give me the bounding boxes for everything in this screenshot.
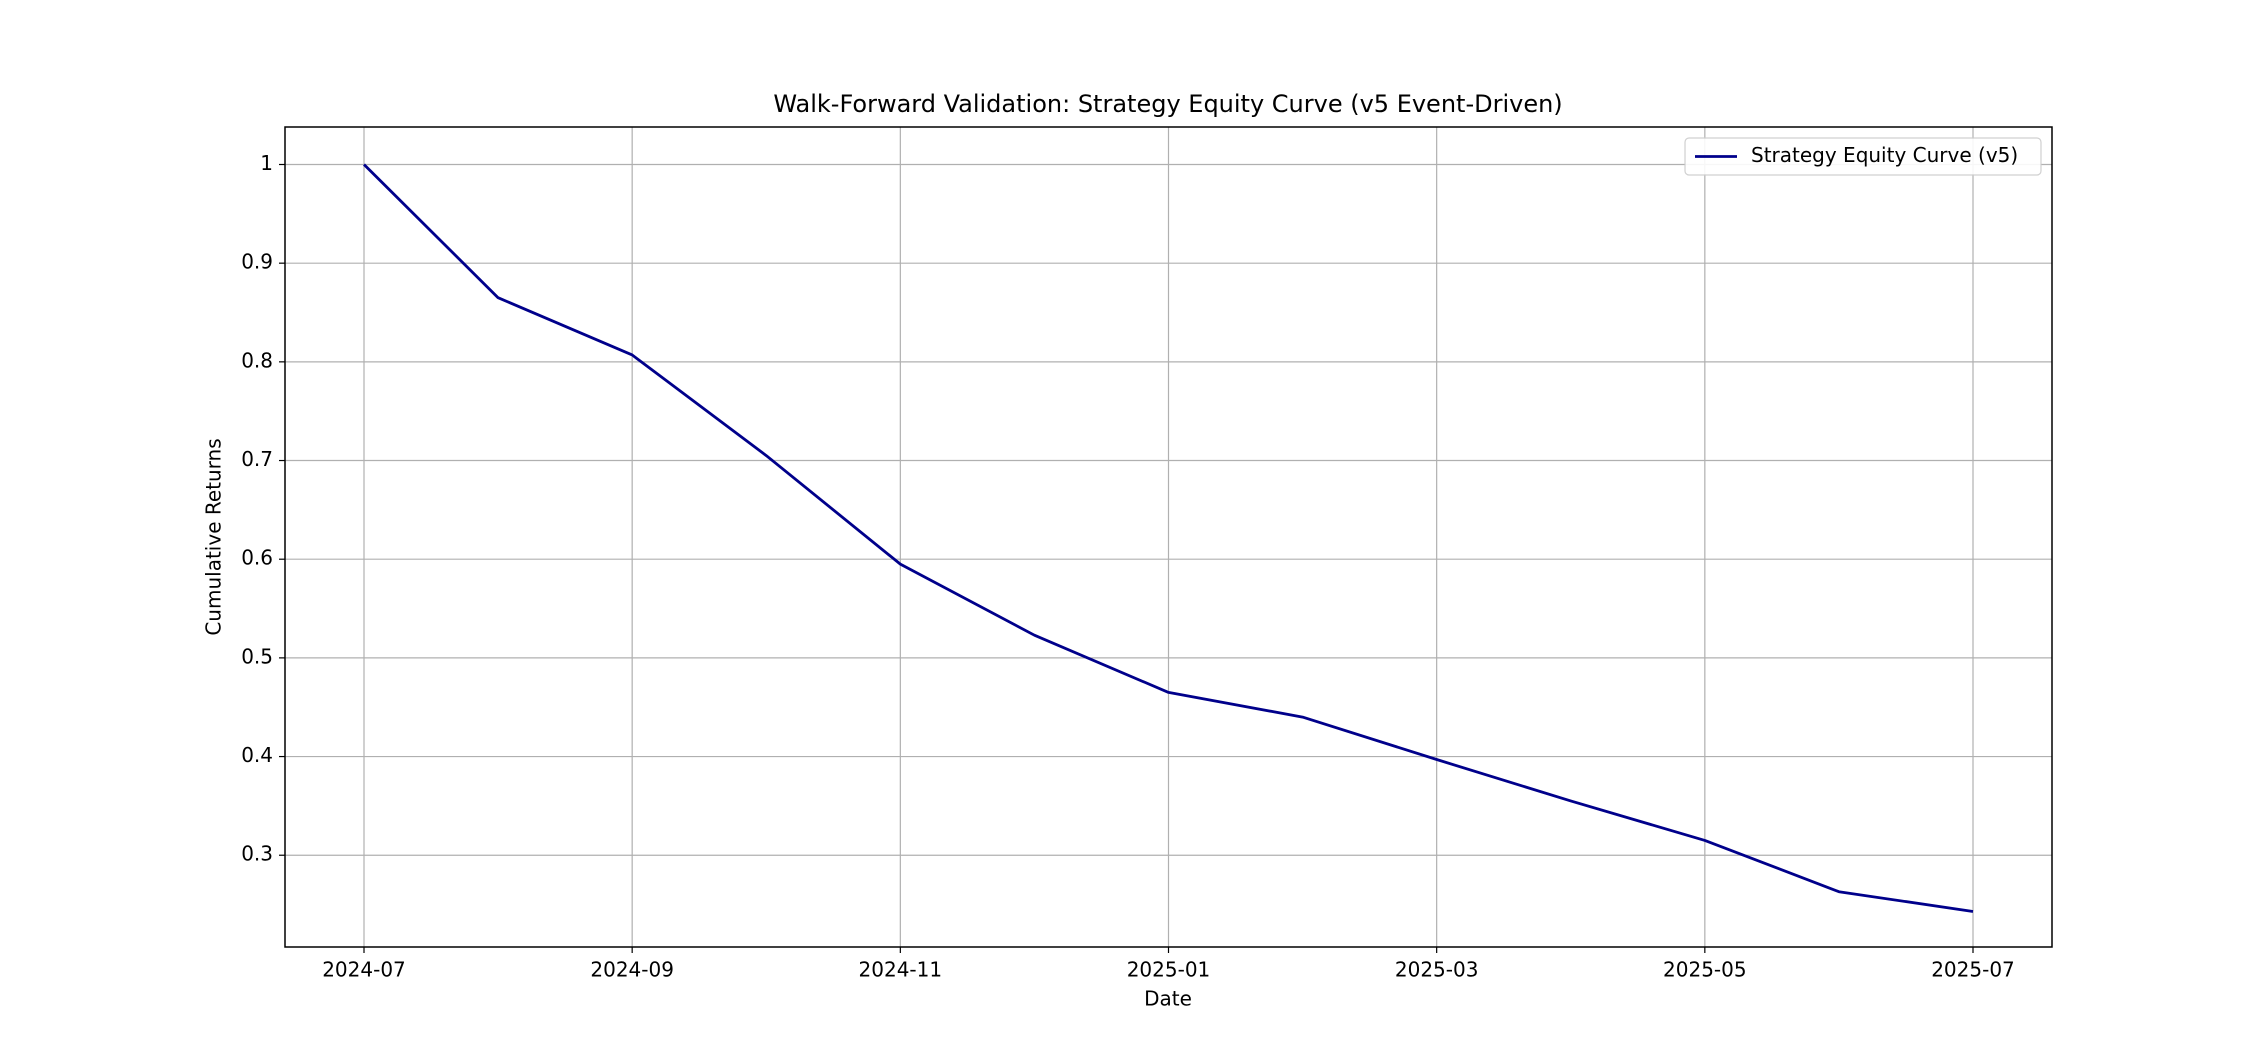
- x-tick-label: 2024-09: [590, 958, 674, 982]
- y-tick-label: 0.5: [241, 644, 273, 668]
- chart-title: Walk-Forward Validation: Strategy Equity…: [773, 90, 1562, 118]
- x-axis-label: Date: [1144, 987, 1192, 1011]
- x-tick-label: 2025-01: [1127, 958, 1211, 982]
- y-tick-label: 0.3: [241, 842, 273, 866]
- legend-label: Strategy Equity Curve (v5): [1751, 143, 2018, 167]
- legend-box: [1684, 137, 2042, 176]
- y-tick-label: 0.6: [241, 546, 273, 570]
- x-tick-label: 2024-07: [322, 958, 406, 982]
- y-tick-label: 0.9: [241, 250, 273, 274]
- series-line: [363, 163, 1974, 913]
- y-tick-label: 0.7: [241, 447, 273, 471]
- x-tick-label: 2025-07: [1931, 958, 2015, 982]
- y-tick-label: 0.4: [241, 743, 273, 767]
- plot-frame: [284, 126, 2053, 948]
- x-tick-label: 2024-11: [859, 958, 943, 982]
- y-tick-label: 1: [260, 151, 273, 175]
- y-axis-label: Cumulative Returns: [202, 438, 226, 635]
- x-tick-label: 2025-03: [1395, 958, 1479, 982]
- y-tick-label: 0.8: [241, 348, 273, 372]
- x-tick-label: 2025-05: [1663, 958, 1747, 982]
